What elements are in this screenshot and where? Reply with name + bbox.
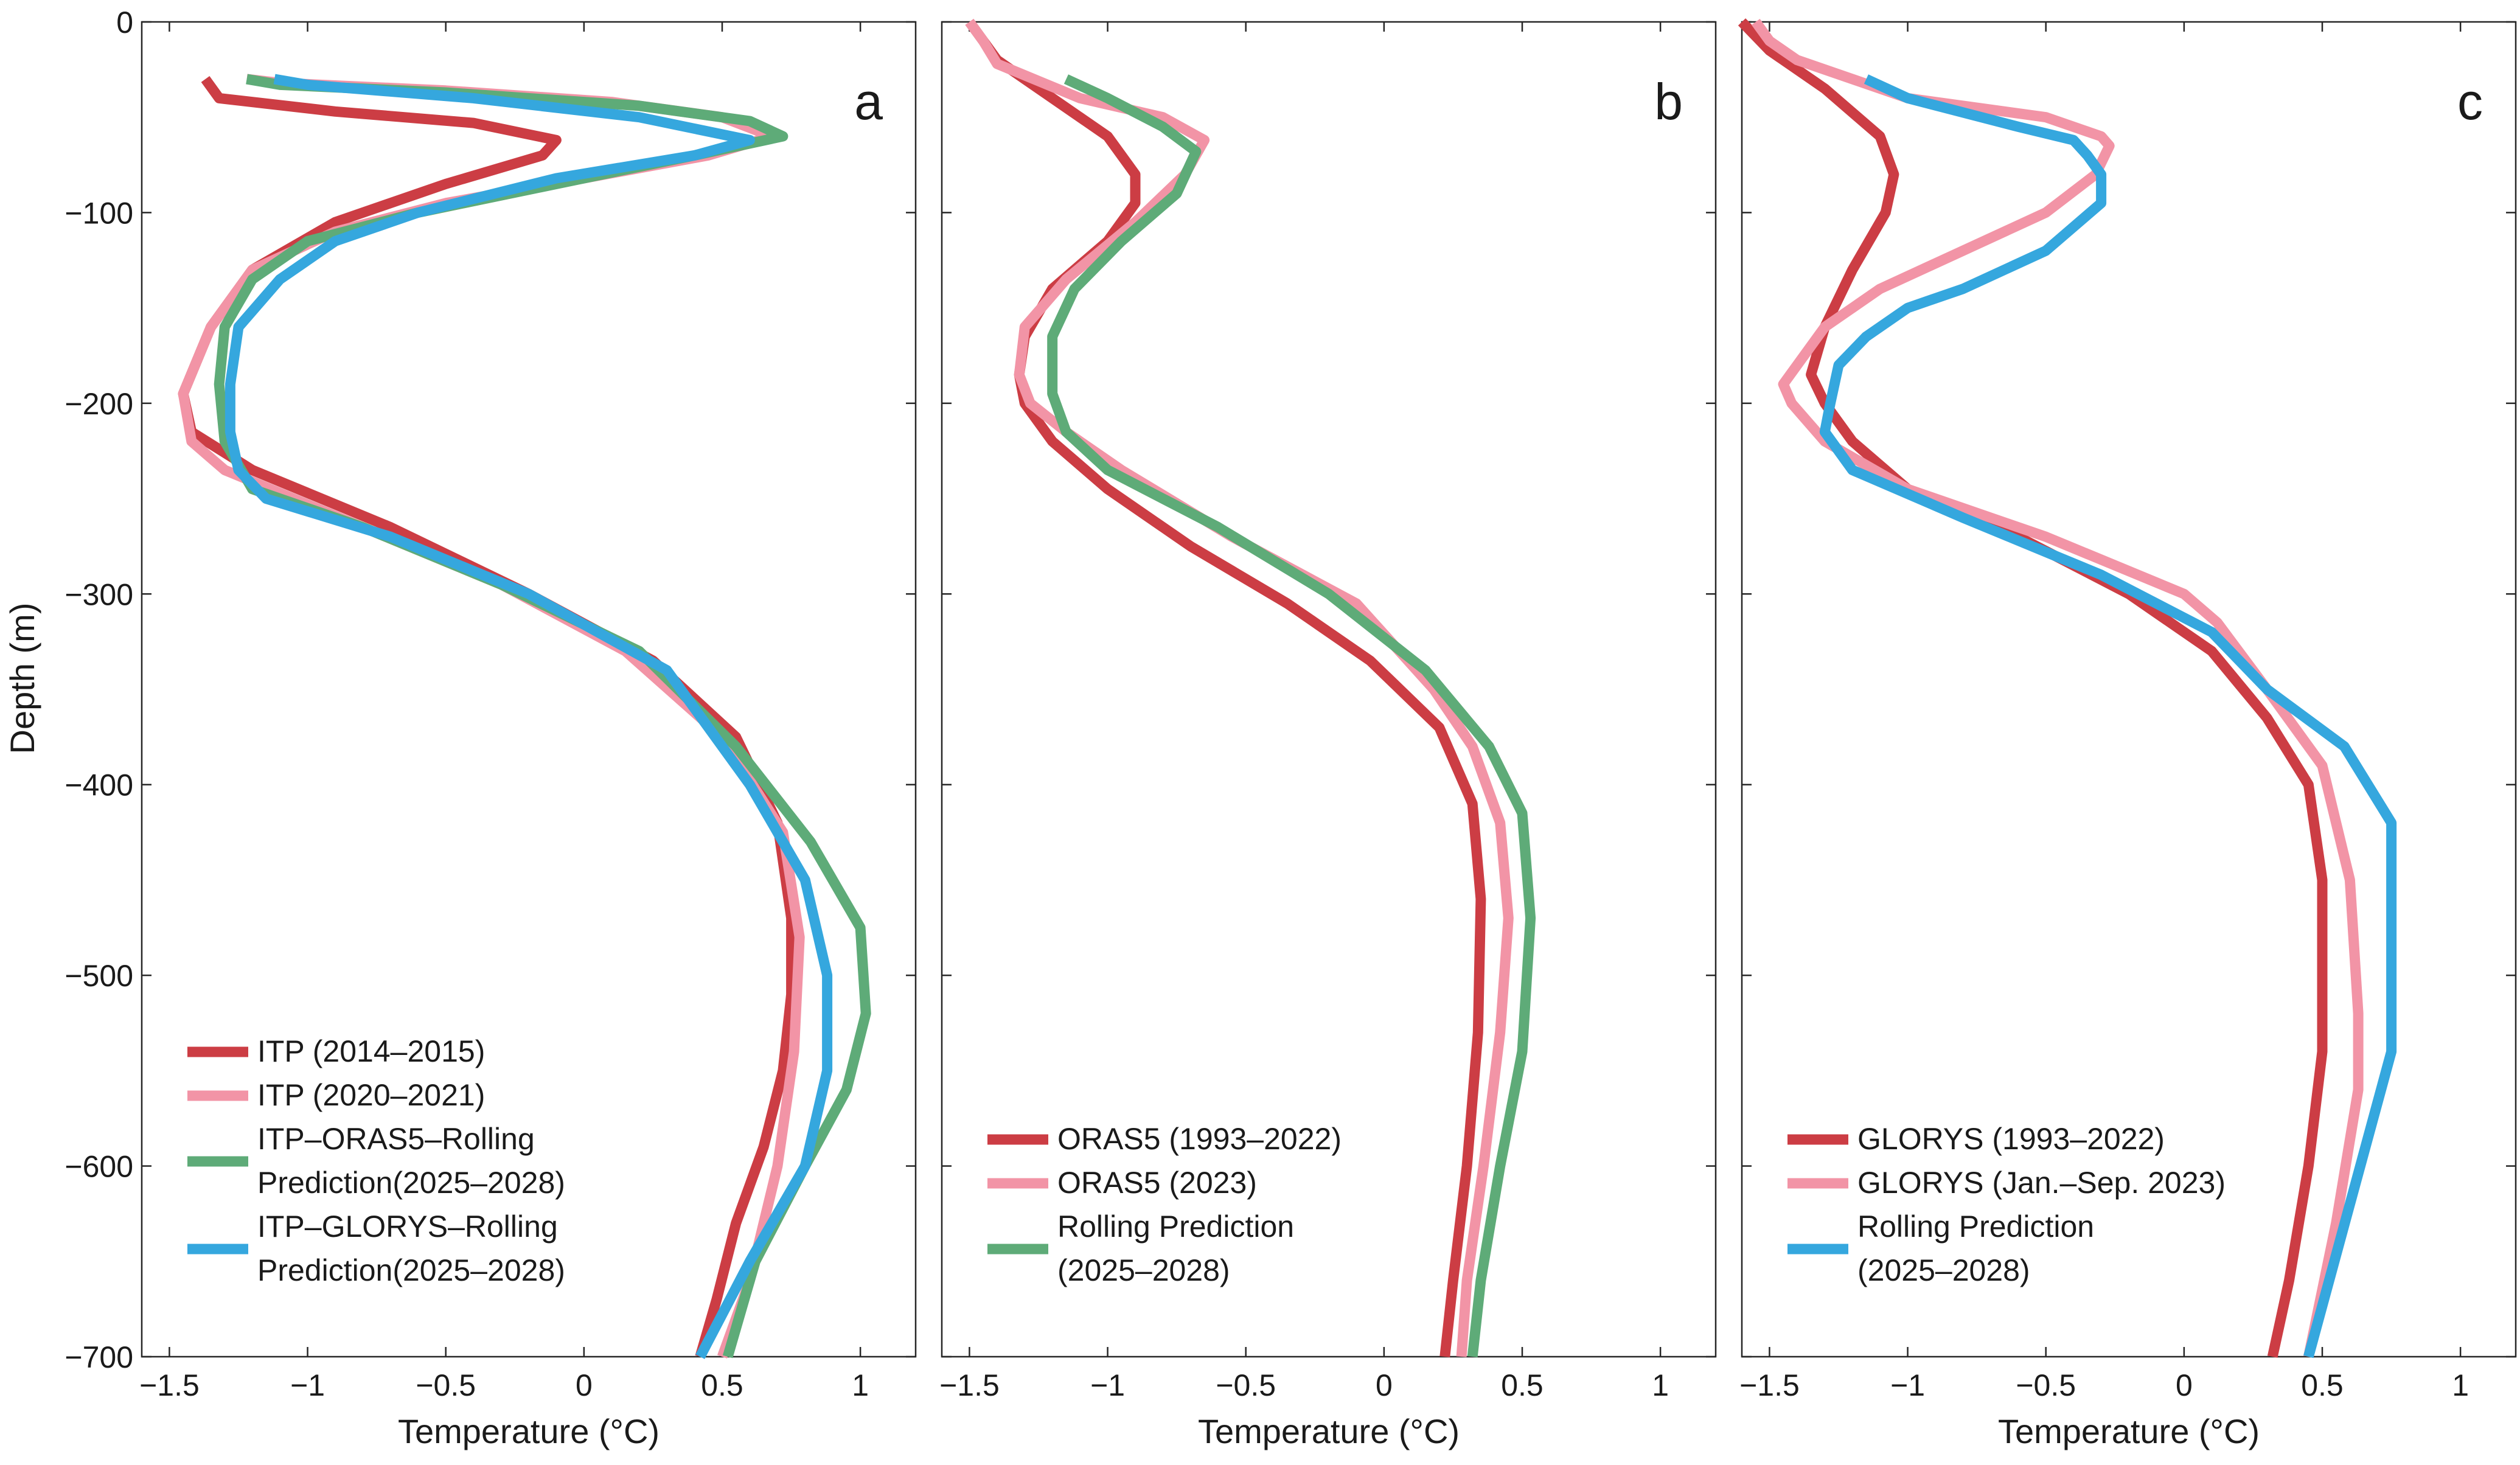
y-tick-label: −700 (64, 1340, 133, 1374)
x-tick-label: −0.5 (2016, 1368, 2076, 1402)
series-line-glorys_clim (1738, 18, 2328, 1358)
x-tick-label: −1.5 (1739, 1368, 1800, 1402)
x-axis-title: Temperature (°C) (398, 1412, 660, 1450)
x-tick-label: 1 (1652, 1368, 1669, 1402)
x-tick-label: −0.5 (1216, 1368, 1276, 1402)
y-tick-label: −400 (64, 768, 133, 802)
x-tick-label: −1 (1890, 1368, 1925, 1402)
series-line-glorys_pred (1819, 74, 2397, 1359)
series-line-oras5_pred (1047, 74, 1536, 1357)
legend-label: ORAS5 (1993–2022) (1057, 1122, 1342, 1156)
panel-b: −1.5 −1 −0.5 0 0.5 1 Temperature (°C) b ORAS5 (1… (939, 19, 1717, 1450)
plot-frame (141, 21, 917, 1358)
y-tick-label: −100 (64, 196, 133, 230)
legend-label: (2025–2028) (1857, 1253, 2030, 1287)
legend-label: Prediction(2025–2028) (257, 1166, 565, 1200)
legend-label: GLORYS (Jan.–Sep. 2023) (1857, 1166, 2226, 1200)
series-line-oras5_clim (965, 19, 1486, 1357)
legend-label: (2025–2028) (1057, 1253, 1230, 1287)
panel-a: −1.5 −1 −0.5 0 0.5 1 0 −100 −200 −300 −400 −500 −600… (64, 5, 917, 1450)
x-tick-label: −0.5 (416, 1368, 476, 1402)
legend: ORAS5 (1993–2022) ORAS5 (2023) Rolling Pre… (987, 1122, 1342, 1287)
panel-c: −1.5 −1 −0.5 0 0.5 1 Temperature (°C) c GLORYS (… (1738, 18, 2517, 1450)
legend-label: ITP–ORAS5–Rolling (257, 1122, 535, 1156)
series-line-itp_oras5_pred (214, 74, 871, 1359)
y-tick-label: −600 (64, 1150, 133, 1184)
series-line-itp_glorys_pred (225, 74, 833, 1359)
legend-label: Rolling Prediction (1057, 1209, 1294, 1244)
x-tick-label: 1 (852, 1368, 869, 1402)
legend-label: ITP–GLORYS–Rolling (257, 1209, 558, 1244)
y-tick-label: −500 (64, 959, 133, 993)
x-tick-label: −1 (290, 1368, 325, 1402)
legend-label: ITP (2020–2021) (257, 1078, 485, 1112)
plot-frame (941, 21, 1717, 1358)
x-tick-label: −1.5 (939, 1368, 1000, 1402)
panel-label: a (854, 73, 883, 130)
x-tick-label: 0.5 (701, 1368, 743, 1402)
legend-label: Rolling Prediction (1857, 1209, 2094, 1244)
panels: −1.5 −1 −0.5 0 0.5 10−100−200−300−400−500−600… (64, 5, 2517, 1450)
series-line-glorys_2023 (1751, 19, 2364, 1358)
panel-label: b (1654, 73, 1683, 130)
panel-label: c (2457, 73, 2483, 130)
x-tick-label: 0 (1376, 1368, 1393, 1402)
legend: ITP (2014–2015) ITP (2020–2021) ITP–ORAS5–… (187, 1034, 565, 1287)
legend-label: GLORYS (1993–2022) (1857, 1122, 2165, 1156)
y-tick-label: −300 (64, 577, 133, 611)
series-line-itp_2014 (178, 76, 797, 1359)
y-axis-title: Depth (m) (3, 603, 41, 754)
legend-label: ITP (2014–2015) (257, 1034, 485, 1068)
legend-label: ORAS5 (2023) (1057, 1166, 1257, 1200)
x-axis-title: Temperature (°C) (1998, 1412, 2260, 1450)
x-axis-title: Temperature (°C) (1198, 1412, 1460, 1450)
x-tick-label: 1 (2452, 1368, 2469, 1402)
plot-frame (1741, 21, 2517, 1358)
x-tick-label: 0 (576, 1368, 593, 1402)
x-tick-label: −1.5 (139, 1368, 200, 1402)
x-tick-label: 0.5 (1501, 1368, 1544, 1402)
x-tick-label: −1 (1090, 1368, 1125, 1402)
y-tick-label: 0 (116, 5, 133, 40)
y-tick-label: −200 (64, 387, 133, 421)
x-tick-label: 0.5 (2301, 1368, 2344, 1402)
legend-label: Prediction(2025–2028) (257, 1253, 565, 1287)
x-tick-label: 0 (2176, 1368, 2193, 1402)
legend: GLORYS (1993–2022) GLORYS (Jan.–Sep. 2023… (1787, 1122, 2226, 1287)
